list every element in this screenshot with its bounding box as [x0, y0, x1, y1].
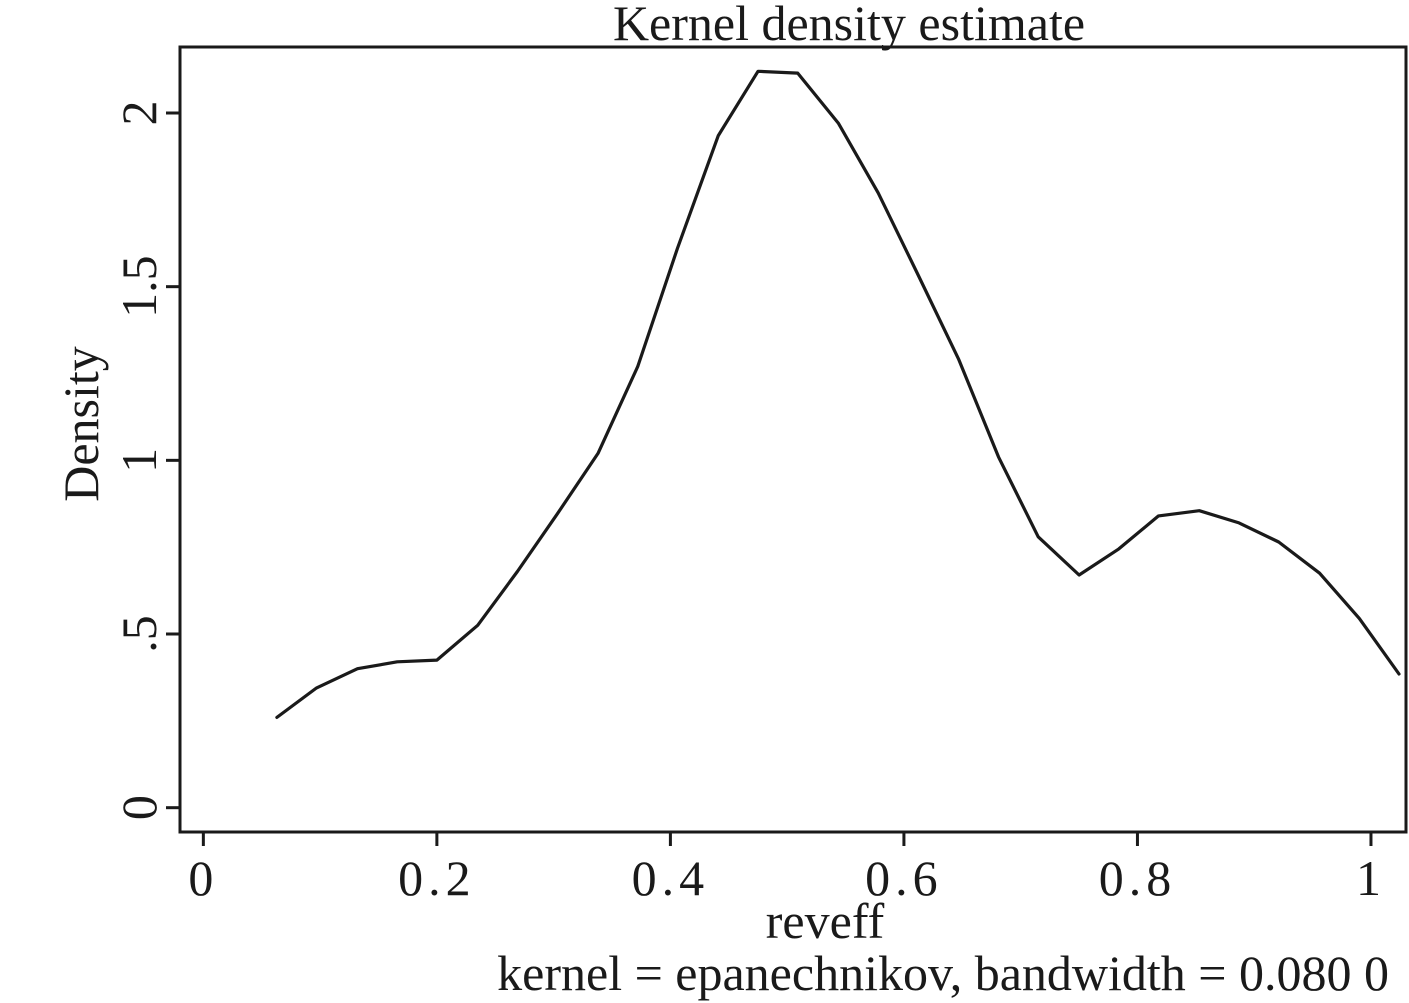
x-axis-label: reveff — [766, 893, 885, 949]
kernel-note: kernel = epanechnikov, bandwidth = 0.080… — [497, 945, 1389, 1001]
y-tick-label: .5 — [111, 615, 167, 653]
x-axis: 0 0.2 0.4 0.6 0.8 1 — [188, 832, 1386, 906]
plot-area-frame — [178, 45, 1408, 834]
density-curve — [275, 69, 1401, 719]
x-tick-label: 0 — [188, 850, 218, 906]
y-tick-label: 1 — [111, 448, 167, 473]
y-tick-label: 1.5 — [111, 255, 167, 318]
chart-title: Kernel density estimate — [613, 0, 1085, 51]
y-tick-label: 0 — [111, 795, 167, 820]
x-tick-label: 0.2 — [398, 850, 476, 906]
x-tick-label: 1 — [1356, 850, 1386, 906]
x-tick-label: 0.6 — [865, 850, 943, 906]
x-tick-label: 0.8 — [1099, 850, 1177, 906]
y-axis-label: Density — [53, 346, 109, 502]
x-tick-label: 0.4 — [632, 850, 710, 906]
y-axis: 0 .5 1 1.5 2 — [111, 100, 180, 820]
y-tick-label: 2 — [111, 100, 167, 125]
